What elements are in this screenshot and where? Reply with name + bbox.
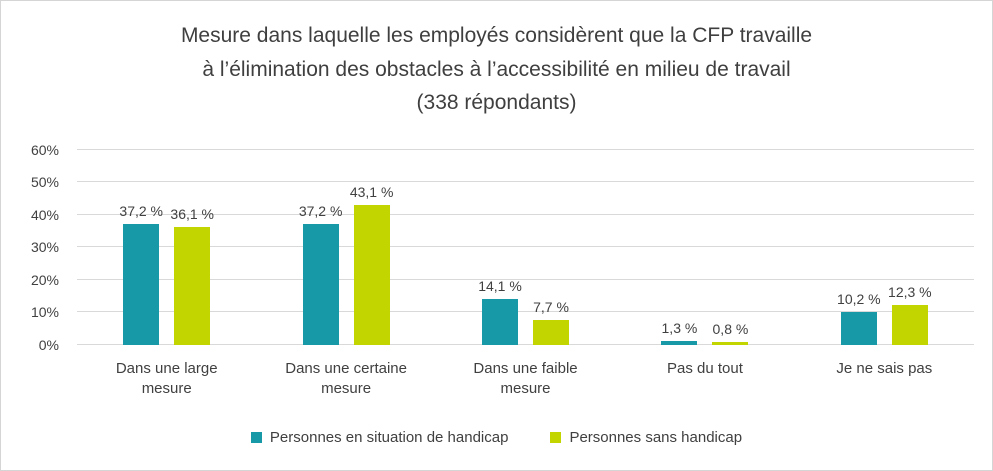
gridline (77, 213, 974, 215)
gridline (77, 148, 974, 150)
category-label: Pas du tout (666, 359, 743, 377)
y-axis-tick-label: 0% (38, 336, 59, 353)
bar-value-label: 10,2 % (837, 290, 881, 307)
category-label: Dans une faible mesure (473, 359, 578, 398)
y-axis-tick-label: 50% (30, 174, 59, 191)
bar-value-label: 12,3 % (888, 283, 932, 300)
bar-group: 37,2 % 43,1 % (256, 150, 435, 345)
gridline (77, 181, 974, 183)
bar: 0,8 % (712, 321, 749, 345)
bar: 7,7 % (533, 299, 570, 345)
plot-area: 37,2 % 36,1 % 37,2 % 43,1 % 14,1 % 7,7 % 1,3 %… (77, 148, 974, 345)
bar-value-label: 1,3 % (661, 319, 698, 336)
y-axis-tick-label: 30% (30, 239, 59, 256)
y-axis-tick-label: 10% (30, 304, 59, 321)
legend-label: Personnes sans handicap (569, 429, 743, 447)
bar-value-label: 0,8 % (712, 321, 749, 338)
bar-value-label: 37,2 % (298, 202, 343, 219)
y-axis: 0% 10% 20% 30% 40% 50% 60% (15, 142, 67, 353)
bar-group: 37,2 % 36,1 % (77, 150, 256, 345)
bar: 10,2 % (837, 291, 881, 345)
y-axis-tick-label: 60% (30, 141, 59, 158)
bar-group: 10,2 % 12,3 % (795, 150, 974, 345)
bar-value-label: 14,1 % (478, 277, 522, 294)
gridline (77, 311, 974, 313)
legend-label: Personnes en situation de handicap (269, 429, 509, 447)
category-label: Je ne sais pas (836, 359, 933, 377)
category-label: Dans une large mesure (115, 359, 218, 398)
bar-value-label: 36,1 % (170, 206, 214, 223)
chart-title: Mesure dans laquelle les employés consid… (180, 24, 813, 115)
bar-groups: 37,2 % 36,1 % 37,2 % 43,1 % 14,1 % 7,7 % 1,3 %… (77, 150, 974, 345)
bar: 36,1 % (170, 206, 214, 345)
bar: 12,3 % (888, 284, 932, 345)
category-label: Dans une certaine mesure (285, 359, 407, 398)
x-axis-labels: Dans une large mesure Dans une certaine m… (77, 359, 974, 400)
bar: 1,3 % (661, 320, 698, 345)
bar-value-label: 37,2 % (119, 202, 163, 219)
bar: 14,1 % (478, 278, 522, 345)
gridline (77, 278, 974, 280)
bar-value-label: 43,1 % (349, 183, 394, 200)
gridline (77, 343, 974, 345)
bar: 37,2 % (119, 203, 163, 345)
chart-area: 0% 10% 20% 30% 40% 50% 60% 37,2 % 36,1 % 37,2 % 4… (1, 142, 992, 353)
bar-group: 1,3 % 0,8 % (615, 150, 794, 345)
gridline (77, 246, 974, 248)
y-axis-tick-label: 40% (30, 206, 59, 223)
bar: 43,1 % (350, 184, 393, 345)
legend: Personnes en situation de handicap Person… (1, 429, 992, 446)
legend-swatch (250, 432, 262, 444)
y-axis-tick-label: 20% (30, 271, 59, 288)
legend-item: Personnes en situation de handicap (250, 429, 509, 447)
bar-group: 14,1 % 7,7 % (436, 150, 615, 345)
legend-swatch (550, 432, 562, 444)
bar: 37,2 % (299, 203, 342, 345)
bar-value-label: 7,7 % (533, 298, 569, 315)
legend-item: Personnes sans handicap (550, 429, 742, 446)
